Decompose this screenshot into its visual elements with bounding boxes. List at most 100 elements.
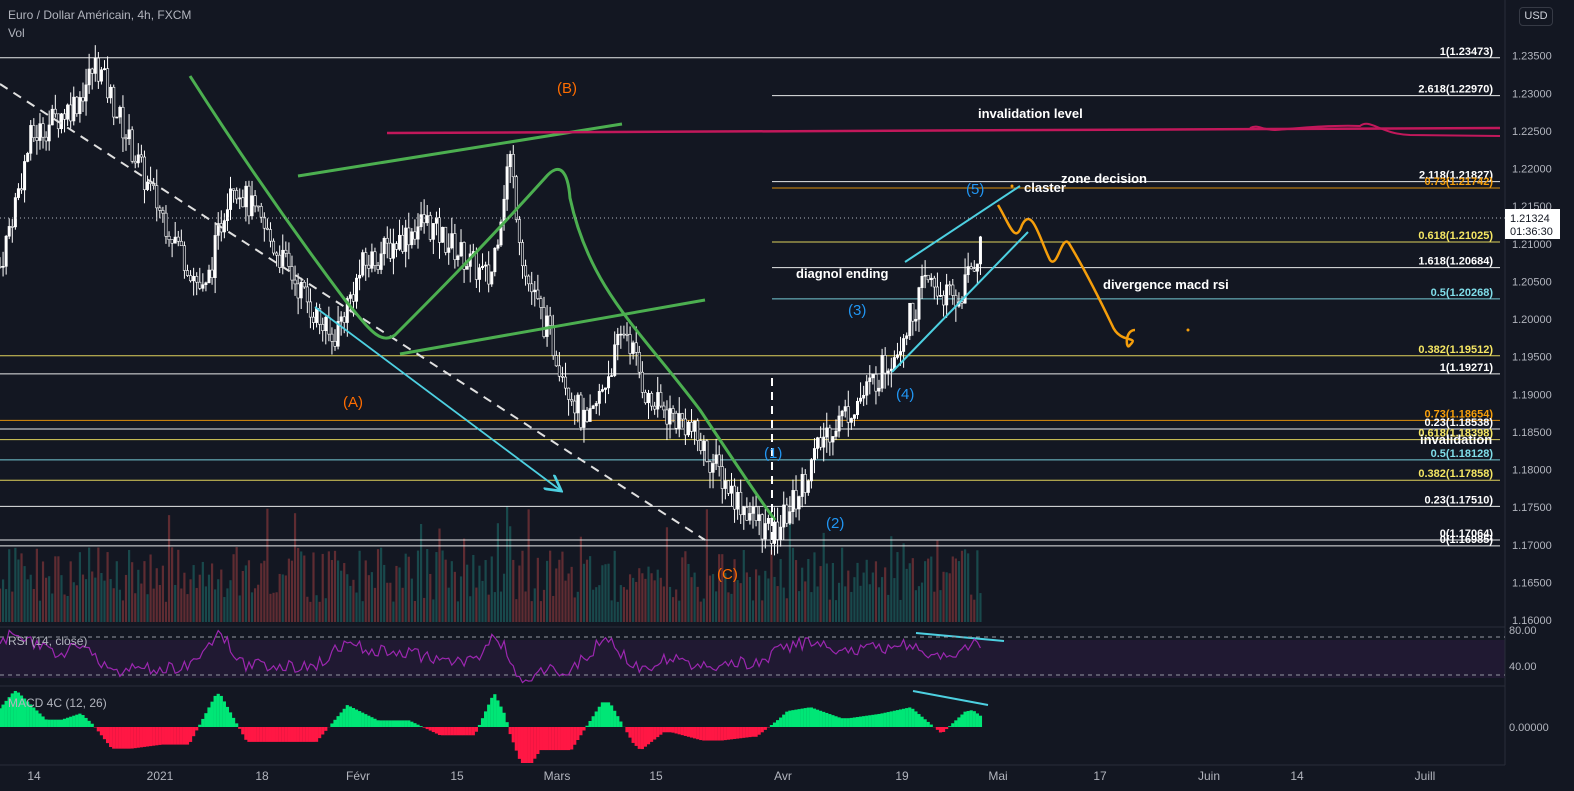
candle-body: [185, 270, 189, 276]
macd-bar: [736, 727, 740, 739]
macd-bar: [779, 717, 783, 727]
macd-bar: [794, 709, 798, 727]
candle-body: [102, 68, 106, 71]
candle-body: [763, 523, 767, 540]
candle-body: [914, 319, 918, 322]
macd-bar: [416, 724, 420, 727]
candle-body: [477, 267, 481, 280]
macd-bar: [195, 727, 199, 731]
volume-bar: [287, 558, 291, 622]
fib-level-label: 0.5(1.20268): [1431, 287, 1494, 299]
macd-bar: [394, 720, 399, 727]
macd-bar: [530, 727, 534, 763]
macd-bar: [388, 720, 392, 727]
macd-bar: [428, 727, 432, 731]
candle-body: [130, 129, 134, 162]
macd-bar: [948, 726, 952, 727]
volume-bar: [278, 573, 281, 622]
macd-bar: [628, 727, 632, 738]
volume-bar: [8, 549, 11, 622]
candle-body: [391, 243, 395, 259]
volume-bar: [241, 570, 244, 622]
volume-bar: [481, 580, 484, 622]
macd-bar: [637, 727, 641, 749]
volume-bar: [306, 596, 309, 622]
candle-body: [176, 236, 180, 242]
volume-bar: [174, 584, 177, 622]
candle-body: [656, 392, 660, 410]
macd-bar: [213, 695, 217, 727]
volume-bar: [38, 600, 42, 622]
candle-body: [127, 129, 131, 140]
candle-body: [496, 244, 500, 249]
macd-bar: [188, 727, 193, 742]
macd-bar: [496, 700, 500, 727]
volume-bar: [853, 577, 856, 622]
volume-bar: [622, 587, 626, 622]
candle-body: [588, 408, 592, 422]
volume-bar: [813, 552, 816, 622]
volume-bar: [106, 552, 109, 622]
macd-histogram: [0, 691, 983, 763]
volume-bar: [948, 573, 951, 622]
volume-bar: [671, 597, 675, 622]
candle-body: [422, 214, 426, 224]
volume-bar: [976, 550, 979, 622]
candle-body: [886, 370, 890, 374]
macd-bar: [923, 719, 927, 727]
price-axis[interactable]: 1.235001.230001.225001.220001.215001.210…: [1512, 51, 1552, 627]
candle-body: [361, 252, 365, 276]
volume-bar: [662, 586, 665, 622]
volume-bar: [837, 582, 841, 622]
macd-bar: [732, 727, 737, 739]
volume-bar: [472, 554, 475, 622]
candle-body: [803, 474, 807, 493]
time-tick-label: 19: [895, 769, 909, 783]
candle-body: [465, 266, 469, 270]
volume-bar: [828, 599, 831, 622]
candle-body: [38, 123, 42, 141]
green-wave-path: [188, 75, 777, 521]
macd-bar: [176, 727, 180, 745]
macd-bar: [376, 720, 380, 727]
macd-bar: [247, 727, 251, 742]
volume-bar: [155, 568, 158, 622]
volume-bar: [856, 562, 859, 622]
volume-bar: [333, 550, 337, 622]
candle-body: [241, 197, 245, 208]
time-axis[interactable]: 14 2021 18 Févr 15 Mars 15 Avr 19 Mai 17 Juin 14 Juil…: [27, 769, 1435, 783]
candle-body: [308, 301, 312, 318]
macd-bar: [192, 727, 196, 737]
volume-bar: [970, 594, 973, 622]
candle-body: [502, 198, 506, 223]
wave-label-1: (1): [764, 445, 782, 462]
candle-body: [96, 57, 100, 82]
volume-bar: [318, 601, 321, 622]
macd-bar: [357, 711, 362, 727]
macd-bar: [560, 727, 565, 751]
volume-bar: [389, 582, 392, 622]
candle-body: [831, 436, 835, 443]
volume-bar: [902, 543, 905, 622]
candle-body: [59, 113, 63, 130]
currency-button[interactable]: USD: [1519, 7, 1553, 26]
macd-bar: [468, 727, 472, 736]
candle-body: [797, 496, 801, 510]
volume-bar: [711, 574, 715, 622]
volume-bar: [207, 574, 211, 622]
price-tick-label: 1.20000: [1512, 314, 1552, 326]
volume-bar: [791, 547, 795, 622]
volume-bar: [158, 585, 161, 622]
volume-bar: [272, 592, 275, 622]
macd-bar: [321, 727, 325, 735]
candle-body: [828, 427, 832, 443]
candle-body: [871, 374, 875, 379]
wave-label-b: (B): [557, 80, 577, 97]
volume-bar: [767, 578, 770, 622]
macd-bar: [751, 727, 755, 737]
candle-body: [373, 251, 377, 266]
candle-body: [539, 298, 543, 308]
macd-bar: [686, 727, 691, 737]
macd-bar: [868, 715, 872, 727]
